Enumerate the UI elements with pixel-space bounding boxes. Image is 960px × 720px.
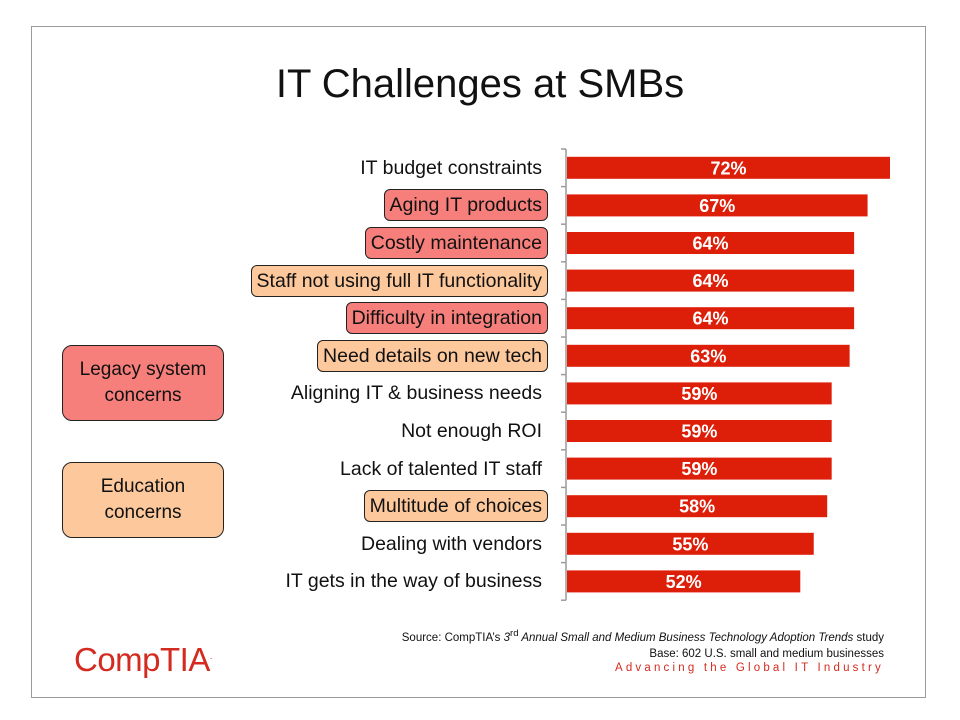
category-label: Staff not using full IT functionality — [250, 264, 548, 297]
category-label: Costly maintenance — [364, 227, 548, 259]
bar-value-label: 58% — [679, 497, 715, 517]
bar-value-label: 64% — [693, 309, 729, 329]
chart-title: IT Challenges at SMBs — [275, 62, 685, 106]
bar — [567, 269, 855, 292]
bar-value-label: 72% — [710, 158, 746, 178]
category-label: Multitude of choices — [363, 490, 548, 523]
bar — [567, 457, 832, 480]
bar-value-label: 64% — [693, 271, 729, 291]
bar — [567, 307, 855, 330]
legend-legacy-box: Legacy system concerns — [62, 345, 224, 421]
bar — [567, 570, 801, 593]
bar-value-label: 59% — [681, 384, 717, 404]
bar — [567, 194, 868, 217]
bar-value-label: 59% — [681, 422, 717, 442]
bar — [567, 156, 890, 179]
bar-value-label: 59% — [681, 459, 717, 479]
category-label: Aging IT products — [383, 189, 548, 222]
bar — [567, 232, 855, 254]
category-label: Dealing with vendors — [360, 532, 542, 555]
comptia-logo: CompTIA. — [74, 641, 212, 678]
category-label: IT budget constraints — [360, 156, 542, 179]
category-label: Lack of talented IT staff — [340, 457, 542, 480]
bar-value-label: 67% — [699, 196, 735, 216]
category-label: Not enough ROI — [401, 420, 542, 442]
legend-education-label: Education concerns — [100, 476, 186, 523]
bar-value-label: 64% — [693, 234, 729, 254]
bar — [567, 420, 832, 442]
bar-value-label: 52% — [666, 572, 702, 592]
category-label: Aligning IT & business needs — [290, 382, 542, 405]
category-label: Need details on new tech — [317, 339, 548, 372]
tagline: Advancing the Global IT Industry — [614, 662, 884, 674]
category-label: IT gets in the way of business — [285, 570, 542, 593]
bar — [567, 495, 828, 518]
base-line: Base: 602 U.S. small and medium business… — [649, 647, 884, 660]
legend-legacy-label: Legacy system concerns — [79, 359, 207, 406]
source-line: Source: CompTIA’s 3rd Annual Small and M… — [401, 628, 884, 644]
bar — [567, 344, 850, 367]
source-note: Source: CompTIA’s 3rd Annual Small and M… — [402, 626, 884, 662]
legend-education-box: Education concerns — [62, 462, 224, 538]
category-label: Difficulty in integration — [345, 302, 548, 335]
bar — [567, 532, 814, 555]
bar — [567, 382, 832, 405]
bar-value-label: 55% — [672, 534, 708, 554]
bar-value-label: 63% — [690, 346, 726, 366]
